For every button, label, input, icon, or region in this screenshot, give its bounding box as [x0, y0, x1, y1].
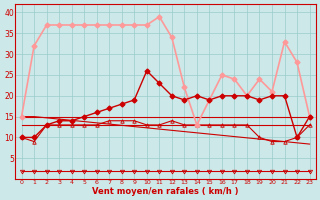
- X-axis label: Vent moyen/en rafales ( km/h ): Vent moyen/en rafales ( km/h ): [92, 187, 239, 196]
